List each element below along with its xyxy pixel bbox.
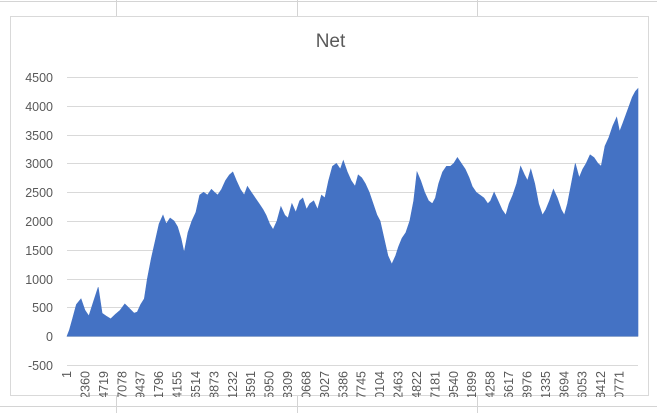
chart-title[interactable]: Net bbox=[315, 31, 346, 52]
y-tick-label: 3500 bbox=[25, 129, 53, 143]
y-tick-label: -500 bbox=[28, 359, 53, 373]
x-tick-label: 56617 bbox=[502, 371, 516, 397]
x-tick-label: 23591 bbox=[244, 371, 258, 397]
x-tick-label: 30668 bbox=[300, 371, 314, 397]
x-tick-label: 25950 bbox=[263, 371, 277, 397]
x-tick-label: 11796 bbox=[152, 371, 166, 397]
x-tick-label: 44822 bbox=[410, 371, 424, 397]
net-area-series[interactable] bbox=[66, 87, 639, 337]
y-tick-label: 1500 bbox=[25, 244, 53, 258]
x-tick-label: 49540 bbox=[447, 371, 461, 397]
x-tick-label: 21232 bbox=[226, 371, 240, 397]
x-tick-label: 51899 bbox=[465, 371, 479, 397]
x-tick-label: 58976 bbox=[521, 371, 535, 397]
x-axis-tick-labels: 1 2360 4719 7078 9437 11796 14155 16514 18873 212… bbox=[60, 371, 627, 397]
x-tick-label: 47181 bbox=[428, 371, 442, 397]
x-tick-label: 61335 bbox=[539, 371, 553, 397]
x-tick-label: 70771 bbox=[613, 371, 627, 397]
y-tick-label: 2000 bbox=[25, 215, 53, 229]
x-tick-label: 54258 bbox=[484, 371, 498, 397]
x-tick-label: 16514 bbox=[189, 371, 203, 397]
y-axis-tick-labels: -500 0 500 1000 1500 2000 2500 3000 3500 4000 4500 bbox=[25, 71, 53, 373]
y-tick-label: 500 bbox=[32, 301, 53, 315]
x-tick-label: 40104 bbox=[373, 371, 387, 397]
y-tick-label: 3000 bbox=[25, 157, 53, 171]
x-tick-label: 35386 bbox=[336, 371, 350, 397]
y-tick-label: 1000 bbox=[25, 273, 53, 287]
x-tick-label: 68412 bbox=[594, 371, 608, 397]
series-area bbox=[66, 87, 639, 337]
x-tick-label: 42463 bbox=[392, 371, 406, 397]
y-tick-label: 4000 bbox=[25, 100, 53, 114]
x-tick-label: 37745 bbox=[355, 371, 369, 397]
x-tick-label: 28309 bbox=[281, 371, 295, 397]
chart-plot: -500 0 500 1000 1500 2000 2500 3000 3500 4000 4500… bbox=[25, 71, 639, 397]
x-tick-label: 7078 bbox=[115, 371, 129, 397]
y-tick-label: 0 bbox=[46, 330, 53, 344]
x-tick-label: 66053 bbox=[576, 371, 590, 397]
x-tick-label: 4719 bbox=[97, 371, 111, 397]
y-tick-label: 2500 bbox=[25, 186, 53, 200]
x-tick-label: 1 bbox=[60, 371, 74, 378]
x-tick-label: 18873 bbox=[207, 371, 221, 397]
x-tick-label: 63694 bbox=[557, 371, 571, 397]
x-tick-label: 33027 bbox=[318, 371, 332, 397]
y-tick-label: 4500 bbox=[25, 71, 53, 85]
x-tick-label: 14155 bbox=[171, 371, 185, 397]
x-tick-label: 9437 bbox=[134, 371, 148, 397]
x-tick-label: 2360 bbox=[78, 371, 92, 397]
chart-area[interactable]: Net -500 0 500 1000 1500 2000 2500 3000 3500 4000… bbox=[10, 16, 649, 397]
